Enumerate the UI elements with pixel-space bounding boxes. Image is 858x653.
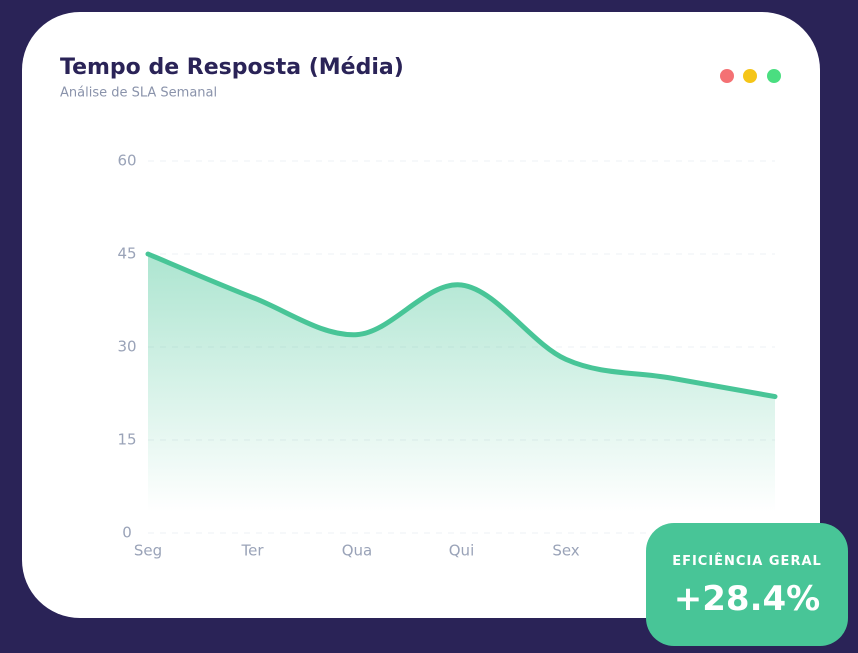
x-tick-label: Qua: [342, 542, 373, 560]
y-tick-label: 0: [122, 524, 132, 542]
window-dot: [720, 69, 734, 83]
badge: EFICIÊNCIA GERAL +28.4%: [646, 523, 848, 646]
badge-label: EFICIÊNCIA GERAL: [672, 554, 822, 569]
y-tick-label: 30: [117, 338, 136, 356]
x-tick-label: Ter: [240, 542, 264, 560]
x-tick-label: Qui: [449, 542, 474, 560]
x-tick-label: Sex: [552, 542, 579, 560]
chart-subtitle: Análise de SLA Semanal: [60, 86, 217, 101]
area: [148, 254, 775, 512]
chart-title: Tempo de Resposta (Média): [60, 55, 404, 80]
badge-value: +28.4%: [673, 579, 821, 619]
x-tick-label: Seg: [134, 542, 162, 560]
y-tick-label: 15: [117, 431, 136, 449]
window-dot: [743, 69, 757, 83]
y-tick-label: 60: [117, 152, 136, 170]
y-tick-label: 45: [117, 245, 136, 263]
line: [145, 251, 778, 400]
window-dot: [767, 69, 781, 83]
